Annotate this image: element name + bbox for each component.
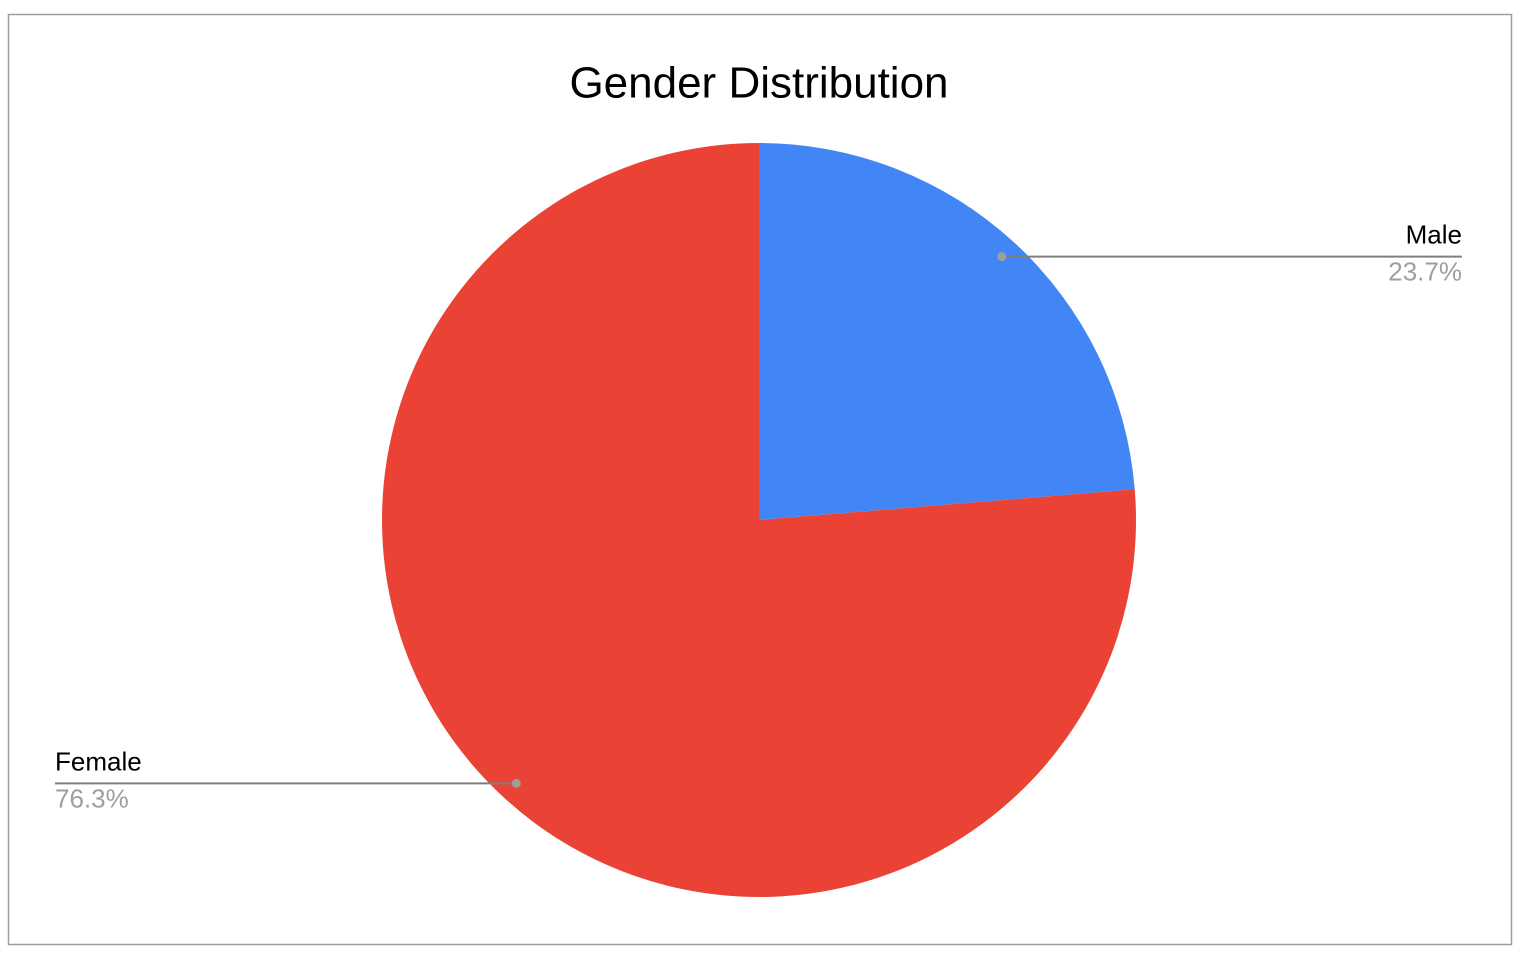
pie-slice bbox=[759, 143, 1135, 520]
leader-dot bbox=[511, 778, 521, 788]
slice-value-label: 76.3% bbox=[55, 783, 129, 813]
pie-slice bbox=[381, 143, 1136, 897]
slice-label: Female bbox=[55, 746, 142, 776]
slice-value-label: 23.7% bbox=[1388, 256, 1462, 286]
leader-dot bbox=[997, 252, 1007, 262]
slice-label: Male bbox=[1406, 219, 1462, 249]
chart-title: Gender Distribution bbox=[569, 59, 948, 108]
